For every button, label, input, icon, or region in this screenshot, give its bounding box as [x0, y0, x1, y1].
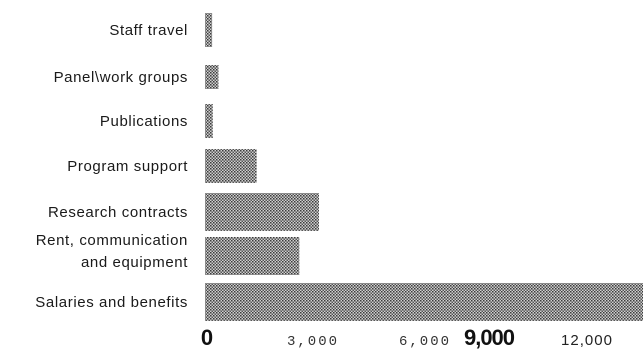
category-label-2: Publications [100, 113, 188, 130]
x-tick-label-0: 0 [201, 325, 213, 350]
bar-2 [205, 104, 213, 138]
category-label-0: Staff travel [109, 22, 188, 39]
x-tick-label-4: 12,000 [561, 332, 613, 349]
bar-1 [205, 65, 219, 89]
bars-group [205, 13, 643, 321]
category-label-3: Program support [67, 158, 188, 175]
category-label-4: Research contracts [48, 204, 188, 221]
x-tick-label-1: 3,000 [287, 334, 339, 350]
x-tick-label-2: 6,000 [399, 334, 451, 350]
bar-3 [205, 149, 257, 183]
bar-5 [205, 237, 300, 275]
bar-4 [205, 193, 319, 231]
x-tick-labels-group: 0 3,000 6,000 9,000 12,000 [201, 325, 613, 350]
x-tick-label-3: 9,000 [464, 325, 515, 350]
bar-6 [205, 283, 643, 321]
category-labels-group: Staff travel Panel\work groups Publication… [35, 22, 189, 311]
category-label-5: Rent, communication and equipment [36, 232, 189, 271]
category-label-1: Panel\work groups [54, 69, 188, 86]
bar-0 [205, 13, 213, 47]
category-label-6: Salaries and benefits [35, 294, 188, 311]
